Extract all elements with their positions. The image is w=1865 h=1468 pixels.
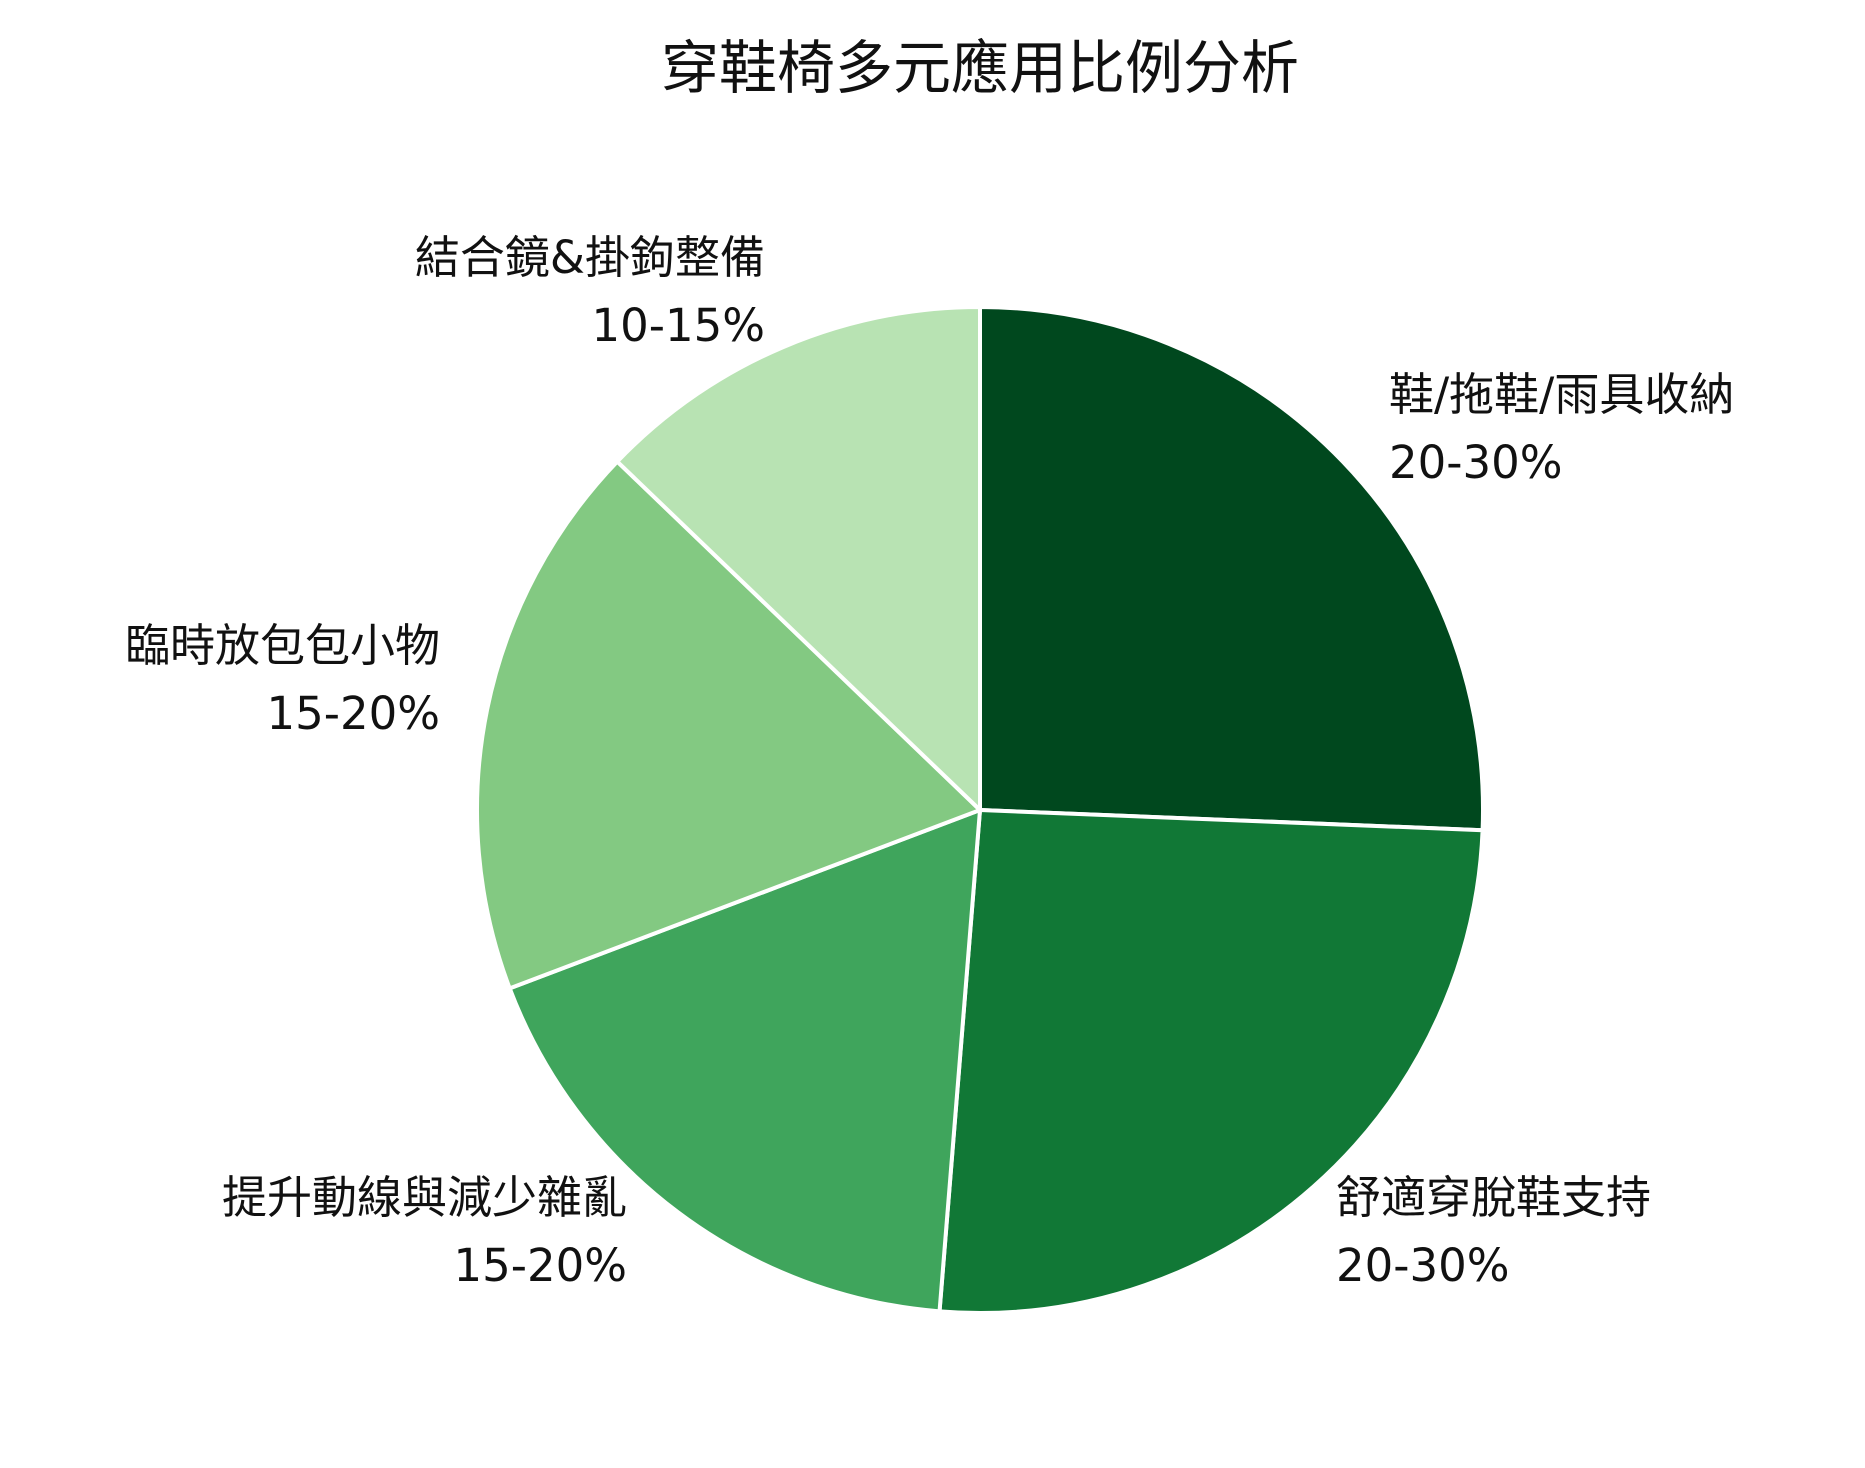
pie-slice [475, 459, 982, 991]
pie-slice [978, 305, 1485, 833]
pie-slice [615, 305, 982, 812]
slice-label: 提升動線與減少雜亂 [222, 1171, 627, 1224]
slice-value-label: 15-20% [453, 1239, 627, 1292]
pie-slice [937, 808, 1485, 1315]
slice-value-label: 15-20% [266, 687, 440, 740]
slice-label: 結合鏡&掛鉤整備 [415, 231, 765, 284]
slice-value-label: 10-15% [591, 299, 765, 352]
pie-slice [507, 808, 982, 1314]
chart-title: 穿鞋椅多元應用比例分析 [661, 34, 1299, 102]
slice-label: 鞋/拖鞋/雨具收納 [1389, 368, 1734, 421]
slice-value-label: 20-30% [1336, 1239, 1510, 1292]
slice-label: 臨時放包包小物 [125, 619, 440, 672]
slice-value-label: 20-30% [1389, 436, 1563, 489]
slice-label: 舒適穿脫鞋支持 [1336, 1171, 1651, 1224]
